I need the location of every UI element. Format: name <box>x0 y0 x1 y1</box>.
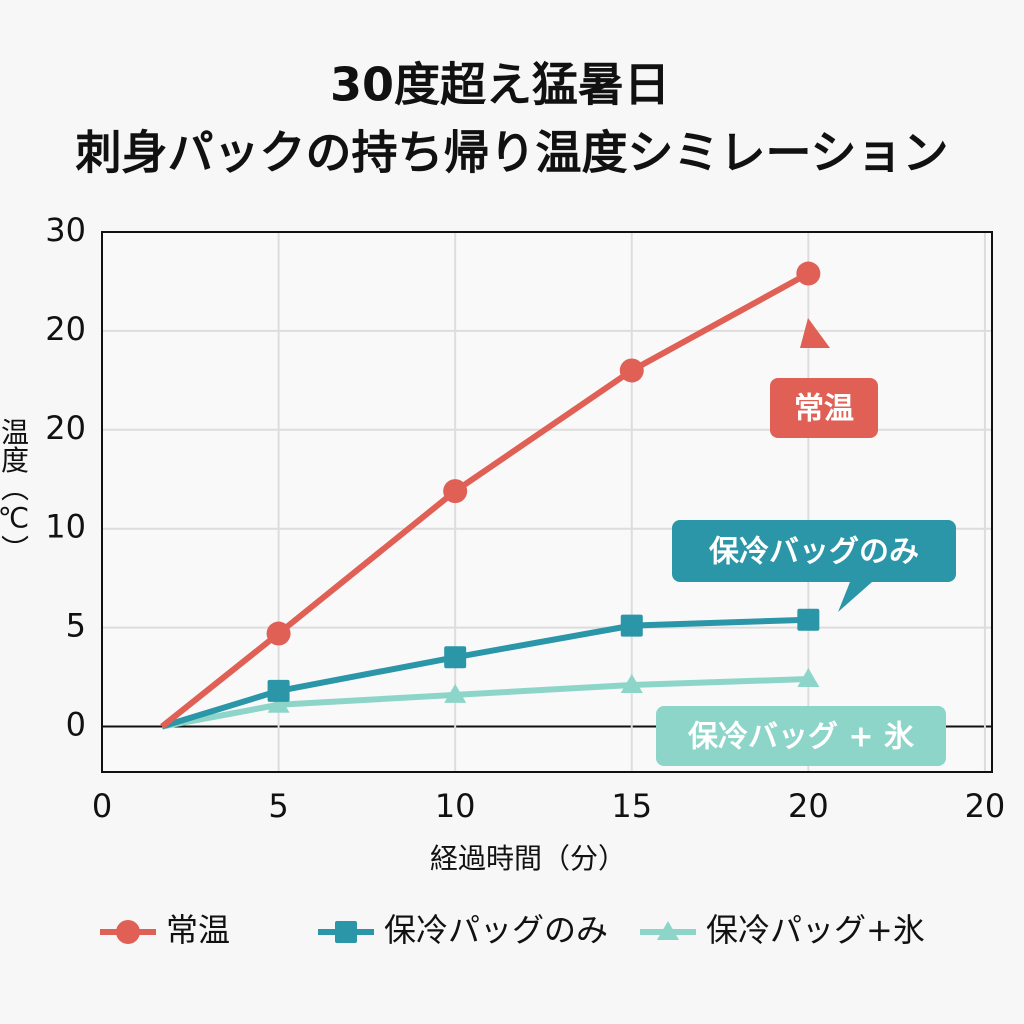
data-point <box>619 358 644 383</box>
legend-marker <box>657 921 679 940</box>
legend-label: 保冷パッグ+氷 <box>706 911 925 949</box>
callout-tail <box>800 318 830 348</box>
data-point <box>444 646 467 669</box>
chart-title: 刺身パックの持ち帰り温度シミレーション <box>75 126 948 180</box>
data-point <box>620 673 643 693</box>
data-point <box>443 479 468 504</box>
callout-label: 保冷バッグのみ <box>709 535 919 570</box>
legend-marker <box>335 921 357 943</box>
y-tick-label: 5 <box>66 607 86 645</box>
callout-box <box>770 378 878 438</box>
y-tick-label: 10 <box>45 508 86 546</box>
y-axis-label: 温度（℃） <box>0 418 30 563</box>
chart-title: 30度超え猛暑日 <box>330 58 670 112</box>
y-tick-label: 20 <box>45 409 86 447</box>
plot-area <box>102 232 992 772</box>
x-axis-label: 経過時間（分） <box>430 842 626 875</box>
data-point <box>267 693 290 713</box>
legend-label: 常温 <box>166 911 230 949</box>
x-tick-label: 5 <box>268 787 288 825</box>
plot-frame <box>101 231 993 773</box>
callout-label: 保冷バッグ + 氷 <box>688 720 915 755</box>
data-point <box>797 608 820 631</box>
x-tick-label: 20 <box>965 787 1006 825</box>
callout-box <box>672 520 956 582</box>
x-tick-label: 20 <box>788 787 829 825</box>
x-tick-label: 15 <box>611 787 652 825</box>
callout-tail <box>838 582 872 612</box>
y-tick-label: 30 <box>45 211 86 249</box>
data-point <box>620 614 643 637</box>
data-point <box>267 679 290 702</box>
y-tick-label: 0 <box>66 706 86 744</box>
data-point <box>797 668 820 688</box>
data-point <box>444 683 467 703</box>
data-point <box>796 261 821 286</box>
callout-label: 常温 <box>794 392 854 427</box>
legend-label: 保冷パッグのみ <box>384 911 608 949</box>
data-point <box>266 621 291 646</box>
x-tick-label: 10 <box>435 787 476 825</box>
y-tick-label: 20 <box>45 310 86 348</box>
callout-box <box>656 706 946 766</box>
legend-marker <box>116 920 140 944</box>
x-tick-label: 0 <box>92 787 112 825</box>
